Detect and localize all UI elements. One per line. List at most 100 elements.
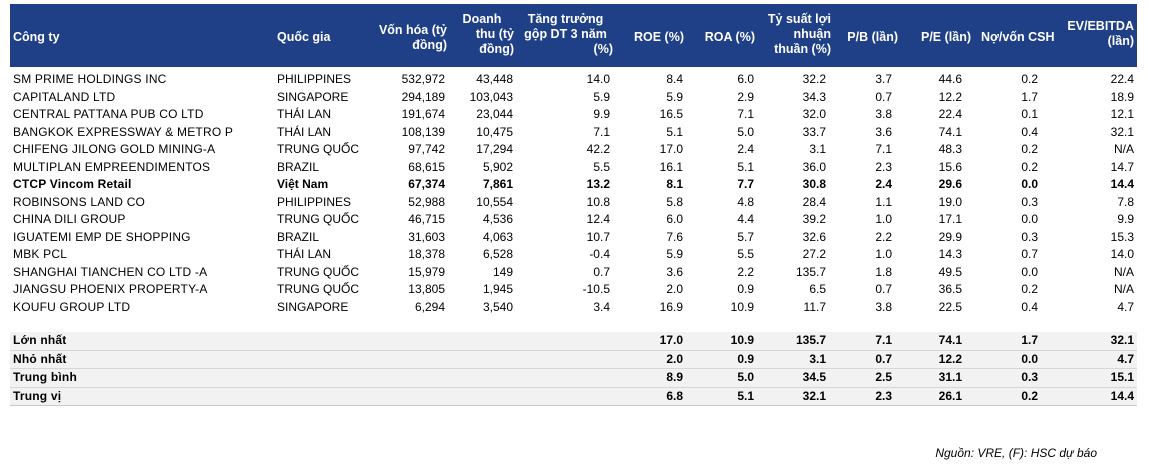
header-pe: P/E (lần) [920,30,971,44]
company-name: CAPITALAND LTD [13,89,116,104]
summary-roe-cell: 2.0 [666,351,683,366]
market-cap-cell: 31,603 [408,229,445,244]
company-name: CHIFENG JILONG GOLD MINING-A [13,142,216,156]
summary-label: Trung bình [13,370,77,384]
net-margin-cell: 6.5 [809,282,826,296]
growth-cell: 0.7 [593,264,610,279]
revenue-cell: 5,902 [482,159,513,174]
ev-ebitda-cell: 15.3 [1110,229,1134,244]
roa-cell: 5.1 [737,159,754,174]
growth-cell: 12.4 [586,212,610,226]
table-row: BANGKOK EXPRESSWAY & METRO P THÁI LAN 108,… [10,124,1137,142]
roe-cell: 8.4 [666,72,683,86]
table-body: SM PRIME HOLDINGS INC PHILIPPINES 532,972 4… [10,71,1137,316]
header-growth-line2: gộp DT 3 năm [524,27,607,41]
summary-roa-cell: 5.1 [737,388,754,403]
header-growth: Tăng trưởng gộp DT 3 năm (%) [518,12,613,57]
summary-roe-cell: 6.8 [666,388,683,403]
debt-equity-cell: 0.4 [1021,299,1038,314]
summary-net-margin-cell: 135.7 [795,333,826,347]
ev-ebitda-cell: 14.4 [1110,177,1134,191]
header-roa: ROA (%) [704,30,755,44]
market-cap-cell: 15,979 [408,264,445,279]
summary-debt-equity-cell: 0.2 [1021,388,1038,403]
table-row: MULTIPLAN EMPREENDIMENTOS BRAZIL 68,615 5,9… [10,159,1137,177]
summary-roe-cell: 8.9 [666,370,683,384]
pb-cell: 1.0 [875,247,892,261]
net-margin-cell: 135.7 [795,264,826,279]
ev-ebitda-cell: 14.0 [1110,247,1134,261]
debt-equity-cell: 0.0 [1021,212,1038,226]
country-cell: PHILIPPINES [277,194,352,209]
ev-ebitda-cell: N/A [1113,282,1134,296]
roe-cell: 16.1 [659,159,683,174]
country-cell: BRAZIL [277,159,320,174]
debt-equity-cell: 0.3 [1021,229,1038,244]
header-net-margin-line1: Tỷ suất lợi [767,12,831,26]
net-margin-cell: 27.2 [802,247,826,261]
revenue-cell: 6,528 [482,247,513,261]
summary-pe-cell: 12.2 [938,351,962,366]
pe-cell: 17.1 [938,212,962,226]
header-market-cap-line1: Vốn hóa (tỷ [378,23,447,37]
summary-row: Trung bình 8.9 5.0 34.5 2.5 31.1 0.3 15.1 [10,368,1137,387]
country-cell: THÁI LAN [277,247,332,261]
company-name: SHANGHAI TIANCHEN CO LTD -A [13,264,208,279]
net-margin-cell: 36.0 [802,159,826,174]
company-name: CTCP Vincom Retail [13,177,132,191]
pe-cell: 15.6 [938,159,962,174]
table-row: JIANGSU PHOENIX PROPERTY-A TRUNG QUỐC 13,8… [10,281,1137,299]
market-cap-cell: 18,378 [408,247,445,261]
ev-ebitda-cell: 12.1 [1110,107,1134,121]
summary-net-margin-cell: 3.1 [809,351,826,366]
ev-ebitda-cell: 32.1 [1110,124,1134,139]
revenue-cell: 149 [492,264,513,279]
pb-cell: 0.7 [875,282,892,296]
company-name: KOUFU GROUP LTD [13,299,131,314]
summary-label: Nhỏ nhất [13,351,67,366]
summary-ev-ebitda-cell: 4.7 [1117,351,1134,366]
country-cell: SINGAPORE [277,299,349,314]
roa-cell: 6.0 [737,72,754,86]
country-cell: TRUNG QUỐC [277,212,359,226]
market-cap-cell: 191,674 [401,107,445,121]
header-pb: P/B (lần) [847,30,898,44]
country-cell: THÁI LAN [277,107,332,121]
pb-cell: 1.0 [875,212,892,226]
table-header: Công ty Quốc gia Vốn hóa (tỷ đồng) Doanh… [10,4,1137,67]
pe-cell: 44.6 [938,72,962,86]
growth-cell: 3.4 [593,299,610,314]
revenue-cell: 3,540 [482,299,513,314]
roe-cell: 5.9 [666,247,683,261]
market-cap-cell: 68,615 [408,159,445,174]
header-ev-ebitda: EV/EBITDA (lần) [1050,19,1134,49]
summary-pe-cell: 26.1 [938,388,962,403]
market-cap-cell: 52,988 [408,194,445,209]
table-row: ROBINSONS LAND CO PHILIPPINES 52,988 10,554… [10,194,1137,212]
roa-cell: 2.2 [737,264,754,279]
comparison-table: Công ty Quốc gia Vốn hóa (tỷ đồng) Doanh… [10,4,1137,406]
table-row: KOUFU GROUP LTD SINGAPORE 6,294 3,540 3.4 16.… [10,299,1137,317]
header-growth-line1: Tăng trưởng [527,12,604,26]
roa-cell: 10.9 [730,299,754,314]
pb-cell: 2.3 [875,159,892,174]
pb-cell: 7.1 [875,142,892,156]
source-note: Nguồn: VRE, (F): HSC dự báo [935,446,1097,460]
pb-cell: 3.8 [875,107,892,121]
header-ev-ebitda-line1: EV/EBITDA [1067,19,1134,33]
company-name: JIANGSU PHOENIX PROPERTY-A [13,282,208,296]
roa-cell: 5.7 [737,229,754,244]
net-margin-cell: 39.2 [802,212,826,226]
ev-ebitda-cell: 9.9 [1117,212,1134,226]
summary-net-margin-cell: 32.1 [802,388,826,403]
revenue-cell: 23,044 [476,107,513,121]
roa-cell: 2.9 [737,89,754,104]
summary-roa-cell: 10.9 [730,333,754,347]
header-revenue: Doanh thu (tỷ đồng) [450,12,514,57]
table-row: SHANGHAI TIANCHEN CO LTD -A TRUNG QUỐC 15,… [10,264,1137,282]
country-cell: THÁI LAN [277,124,332,139]
net-margin-cell: 32.6 [802,229,826,244]
summary-pb-cell: 2.5 [875,370,892,384]
country-cell: SINGAPORE [277,89,349,104]
summary-label: Lớn nhất [13,333,67,347]
